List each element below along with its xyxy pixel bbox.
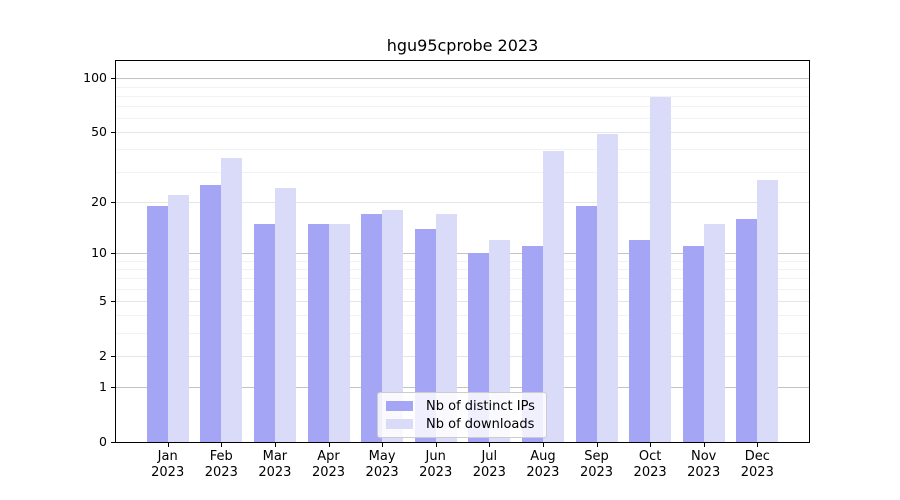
bar-ips-mar bbox=[253, 223, 275, 442]
x-tick-may bbox=[382, 443, 384, 447]
bar-ips-jun bbox=[414, 228, 436, 442]
x-tick-apr bbox=[328, 443, 330, 447]
bar-downloads-jun bbox=[435, 214, 457, 442]
gridline-100 bbox=[116, 78, 809, 80]
x-tick-label-may: May 2023 bbox=[365, 449, 399, 480]
legend-label-downloads: Nb of downloads bbox=[426, 416, 535, 432]
y-tick-5 bbox=[111, 300, 115, 302]
y-tick-20 bbox=[111, 202, 115, 204]
bar-ips-sep bbox=[575, 206, 597, 442]
gridline-3 bbox=[116, 332, 809, 334]
x-tick-jul bbox=[489, 443, 491, 447]
bar-downloads-oct bbox=[650, 96, 672, 442]
gridline-7 bbox=[116, 278, 809, 280]
x-tick-aug bbox=[542, 443, 544, 447]
x-tick-nov bbox=[703, 443, 705, 447]
gridline-8 bbox=[116, 268, 809, 270]
y-tick-label-20: 20 bbox=[91, 194, 107, 210]
y-tick-50 bbox=[111, 132, 115, 134]
y-tick-10 bbox=[111, 253, 115, 255]
x-tick-label-jul: Jul 2023 bbox=[472, 449, 506, 480]
x-tick-jan bbox=[167, 443, 169, 447]
bar-downloads-jan bbox=[167, 195, 189, 442]
legend-swatch-downloads bbox=[386, 419, 413, 429]
plot-area: Nb of distinct IPs Nb of downloads bbox=[115, 60, 810, 443]
gridline-80 bbox=[116, 95, 809, 97]
gridline-10 bbox=[116, 253, 809, 255]
x-tick-label-oct: Oct 2023 bbox=[633, 449, 667, 480]
gridline-40 bbox=[116, 149, 809, 151]
y-tick-label-0: 0 bbox=[99, 434, 107, 449]
bar-downloads-mar bbox=[274, 188, 296, 442]
x-tick-label-nov: Nov 2023 bbox=[687, 449, 721, 480]
gridline-50 bbox=[116, 132, 809, 134]
y-tick-label-2: 2 bbox=[99, 347, 107, 363]
y-tick-1 bbox=[111, 387, 115, 389]
bar-downloads-dec bbox=[757, 179, 779, 442]
bar-ips-oct bbox=[629, 239, 651, 442]
gridline-4 bbox=[116, 315, 809, 317]
bar-downloads-nov bbox=[703, 223, 725, 442]
legend-item-ips: Nb of distinct IPs bbox=[378, 399, 546, 414]
gridline-5 bbox=[116, 300, 809, 302]
bar-downloads-jul bbox=[489, 239, 511, 442]
gridline-30 bbox=[116, 171, 809, 173]
bar-ips-apr bbox=[307, 223, 329, 442]
y-tick-100 bbox=[111, 78, 115, 80]
y-tick-2 bbox=[111, 355, 115, 357]
bar-ips-nov bbox=[682, 246, 704, 442]
y-tick-0 bbox=[111, 442, 115, 443]
bar-downloads-sep bbox=[596, 133, 618, 442]
chart-title: hgu95cprobe 2023 bbox=[386, 36, 539, 55]
gridline-70 bbox=[116, 106, 809, 108]
x-tick-label-apr: Apr 2023 bbox=[311, 449, 346, 480]
x-tick-dec bbox=[757, 443, 759, 447]
x-tick-mar bbox=[274, 443, 276, 447]
bar-ips-feb bbox=[200, 185, 222, 442]
bar-ips-may bbox=[361, 214, 383, 442]
x-tick-label-dec: Dec 2023 bbox=[740, 449, 774, 480]
gridline-20 bbox=[116, 202, 809, 204]
x-tick-jun bbox=[435, 443, 437, 447]
legend-label-ips: Nb of distinct IPs bbox=[426, 398, 535, 414]
gridline-1 bbox=[116, 387, 809, 389]
legend-item-downloads: Nb of downloads bbox=[378, 417, 546, 432]
bar-downloads-feb bbox=[221, 157, 243, 442]
gridline-2 bbox=[116, 355, 809, 357]
x-tick-sep bbox=[596, 443, 598, 447]
x-tick-oct bbox=[650, 443, 652, 447]
gridline-6 bbox=[116, 288, 809, 290]
x-tick-feb bbox=[221, 443, 223, 447]
y-tick-label-10: 10 bbox=[91, 245, 107, 261]
x-tick-label-aug: Aug 2023 bbox=[526, 449, 560, 480]
legend-swatch-ips bbox=[386, 401, 413, 411]
x-tick-label-jan: Jan 2023 bbox=[151, 449, 185, 480]
bar-ips-dec bbox=[736, 218, 758, 442]
x-tick-label-jun: Jun 2023 bbox=[419, 449, 453, 480]
x-tick-label-mar: Mar 2023 bbox=[258, 449, 292, 480]
x-tick-label-feb: Feb 2023 bbox=[204, 449, 238, 480]
bar-downloads-apr bbox=[328, 223, 350, 442]
bar-downloads-may bbox=[382, 210, 404, 442]
bar-ips-jan bbox=[146, 206, 168, 442]
bar-downloads-aug bbox=[542, 151, 564, 442]
y-tick-label-5: 5 bbox=[99, 292, 107, 308]
y-tick-label-1: 1 bbox=[99, 379, 107, 395]
gridline-90 bbox=[116, 86, 809, 88]
x-tick-label-sep: Sep 2023 bbox=[579, 449, 614, 480]
y-tick-label-100: 100 bbox=[83, 70, 107, 86]
y-tick-label-50: 50 bbox=[91, 124, 107, 140]
gridline-9 bbox=[116, 260, 809, 262]
legend: Nb of distinct IPs Nb of downloads bbox=[377, 392, 547, 438]
gridline-60 bbox=[116, 118, 809, 120]
